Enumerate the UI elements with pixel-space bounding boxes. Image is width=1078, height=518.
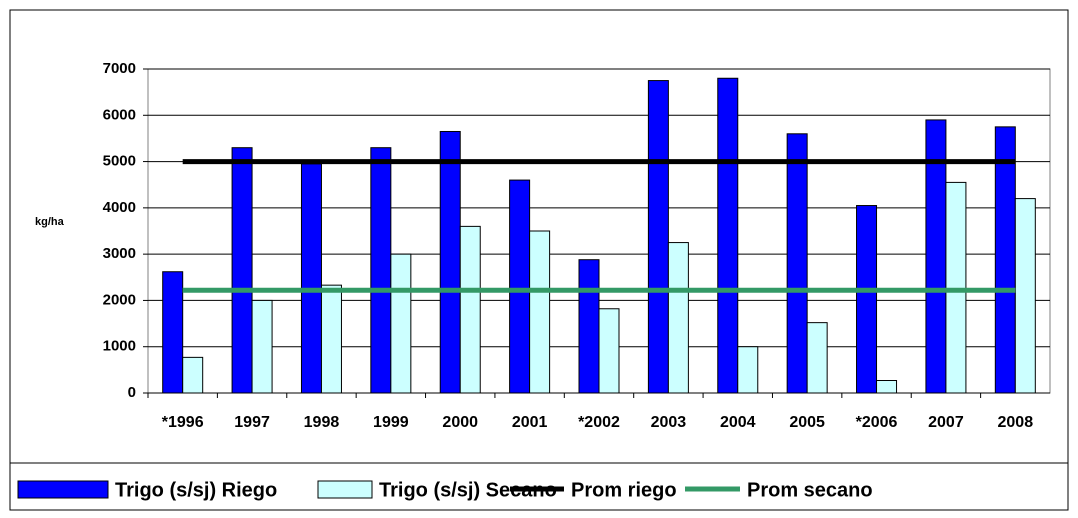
x-tick-label: 2004 bbox=[720, 414, 756, 431]
x-tick-label: 2007 bbox=[928, 414, 964, 431]
y-tick-label: 3000 bbox=[103, 245, 136, 262]
y-tick-label: 7000 bbox=[103, 60, 136, 77]
bar bbox=[162, 271, 184, 394]
y-axis-label: kg/ha bbox=[35, 216, 65, 228]
legend-swatch bbox=[317, 480, 373, 499]
bar bbox=[231, 147, 253, 394]
x-tick-label: 2003 bbox=[651, 414, 687, 431]
bar bbox=[251, 299, 273, 394]
bar bbox=[667, 242, 689, 394]
legend-label: Prom secano bbox=[747, 479, 873, 501]
legend-label: Trigo (s/sj) Secano bbox=[379, 479, 557, 501]
bar bbox=[737, 346, 759, 394]
y-tick-label: 1000 bbox=[103, 338, 136, 355]
bar bbox=[390, 253, 412, 394]
bar bbox=[876, 380, 898, 394]
x-tick-label: *1996 bbox=[162, 414, 204, 431]
bar bbox=[786, 133, 808, 394]
bar bbox=[320, 284, 342, 394]
bar bbox=[370, 147, 392, 394]
y-tick-label: 6000 bbox=[103, 106, 136, 123]
bar bbox=[459, 225, 481, 394]
bar bbox=[300, 163, 322, 394]
x-tick-label: 2005 bbox=[789, 414, 825, 431]
x-tick-label: 1999 bbox=[373, 414, 409, 431]
legend-label: Prom riego bbox=[571, 479, 677, 501]
legend-frame bbox=[9, 462, 1069, 511]
bar bbox=[994, 126, 1016, 394]
bar bbox=[1014, 198, 1036, 394]
y-tick-label: 4000 bbox=[103, 199, 136, 216]
x-tick-label: 2008 bbox=[998, 414, 1034, 431]
y-tick-label: 0 bbox=[128, 384, 136, 401]
bar bbox=[945, 181, 967, 394]
y-tick-label: 5000 bbox=[103, 153, 136, 170]
x-tick-label: 2001 bbox=[512, 414, 548, 431]
x-tick-label: 1997 bbox=[234, 414, 270, 431]
x-tick-label: 2000 bbox=[442, 414, 478, 431]
bar bbox=[598, 308, 620, 394]
bar bbox=[856, 205, 878, 394]
bar bbox=[806, 322, 828, 394]
bar bbox=[182, 356, 204, 394]
bar bbox=[647, 80, 669, 394]
legend-label: Trigo (s/sj) Riego bbox=[115, 479, 277, 501]
y-tick-label: 2000 bbox=[103, 291, 136, 308]
bar bbox=[509, 179, 531, 394]
legend-swatch bbox=[17, 480, 109, 499]
bar bbox=[439, 130, 461, 394]
x-tick-label: *2002 bbox=[578, 414, 620, 431]
bar bbox=[717, 77, 739, 394]
x-tick-label: *2006 bbox=[856, 414, 898, 431]
bar bbox=[529, 230, 551, 394]
x-tick-label: 1998 bbox=[304, 414, 340, 431]
bar bbox=[578, 259, 600, 394]
